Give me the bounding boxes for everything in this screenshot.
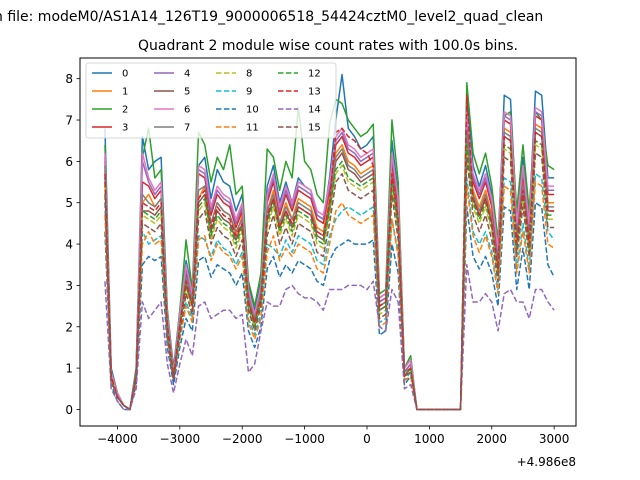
chart-title: Quadrant 2 module wise count rates with … (138, 38, 518, 54)
y-tick-label: 5 (65, 196, 73, 210)
legend-label-10: 10 (246, 105, 259, 116)
legend-label-12: 12 (308, 69, 321, 80)
x-tick-label: 2000 (477, 432, 508, 446)
figure-suptitle: n file: modeM0/AS1A14_126T19_9000006518_… (0, 9, 543, 25)
series-line-15 (104, 152, 555, 411)
legend-label-15: 15 (308, 123, 321, 134)
y-tick-label: 3 (65, 279, 73, 293)
series-line-9 (104, 173, 555, 411)
series-line-14 (104, 263, 555, 411)
legend-label-1: 1 (122, 87, 128, 98)
x-axis: −4000 −3000 −2000 −1000 0 1000 2000 3000 (97, 426, 569, 446)
series-line-10 (104, 201, 555, 411)
x-tick-label: −4000 (97, 432, 138, 446)
x-tick-label: −2000 (222, 432, 263, 446)
series-line-6 (104, 106, 555, 411)
y-tick-label: 4 (65, 238, 73, 252)
legend-label-8: 8 (246, 69, 252, 80)
legend-label-14: 14 (308, 105, 321, 116)
legend-frame (85, 62, 337, 139)
legend-label-13: 13 (308, 87, 321, 98)
legend-label-2: 2 (122, 105, 128, 116)
x-tick-label: 3000 (539, 432, 570, 446)
x-tick-label: 0 (363, 432, 371, 446)
legend-label-4: 4 (184, 69, 190, 80)
x-axis-offset-label: +4.986e8 (517, 455, 576, 469)
legend-label-9: 9 (246, 87, 252, 98)
series-group (104, 73, 555, 411)
legend-label-3: 3 (122, 123, 128, 134)
y-tick-label: 7 (65, 114, 73, 128)
y-tick-label: 8 (65, 72, 73, 86)
y-tick-label: 2 (65, 320, 73, 334)
x-tick-label: −1000 (284, 432, 325, 446)
x-tick-label: −3000 (160, 432, 201, 446)
legend-label-7: 7 (184, 123, 190, 134)
legend-label-6: 6 (184, 105, 190, 116)
y-tick-label: 6 (65, 155, 73, 169)
legend-label-11: 11 (246, 123, 259, 134)
y-tick-label: 1 (65, 362, 73, 376)
y-axis: 0 1 2 3 4 5 6 7 8 (65, 72, 80, 417)
legend-label-0: 0 (122, 69, 128, 80)
y-tick-label: 0 (65, 403, 73, 417)
series-line-13 (104, 94, 555, 411)
x-tick-label: 1000 (414, 432, 445, 446)
legend-label-5: 5 (184, 87, 190, 98)
